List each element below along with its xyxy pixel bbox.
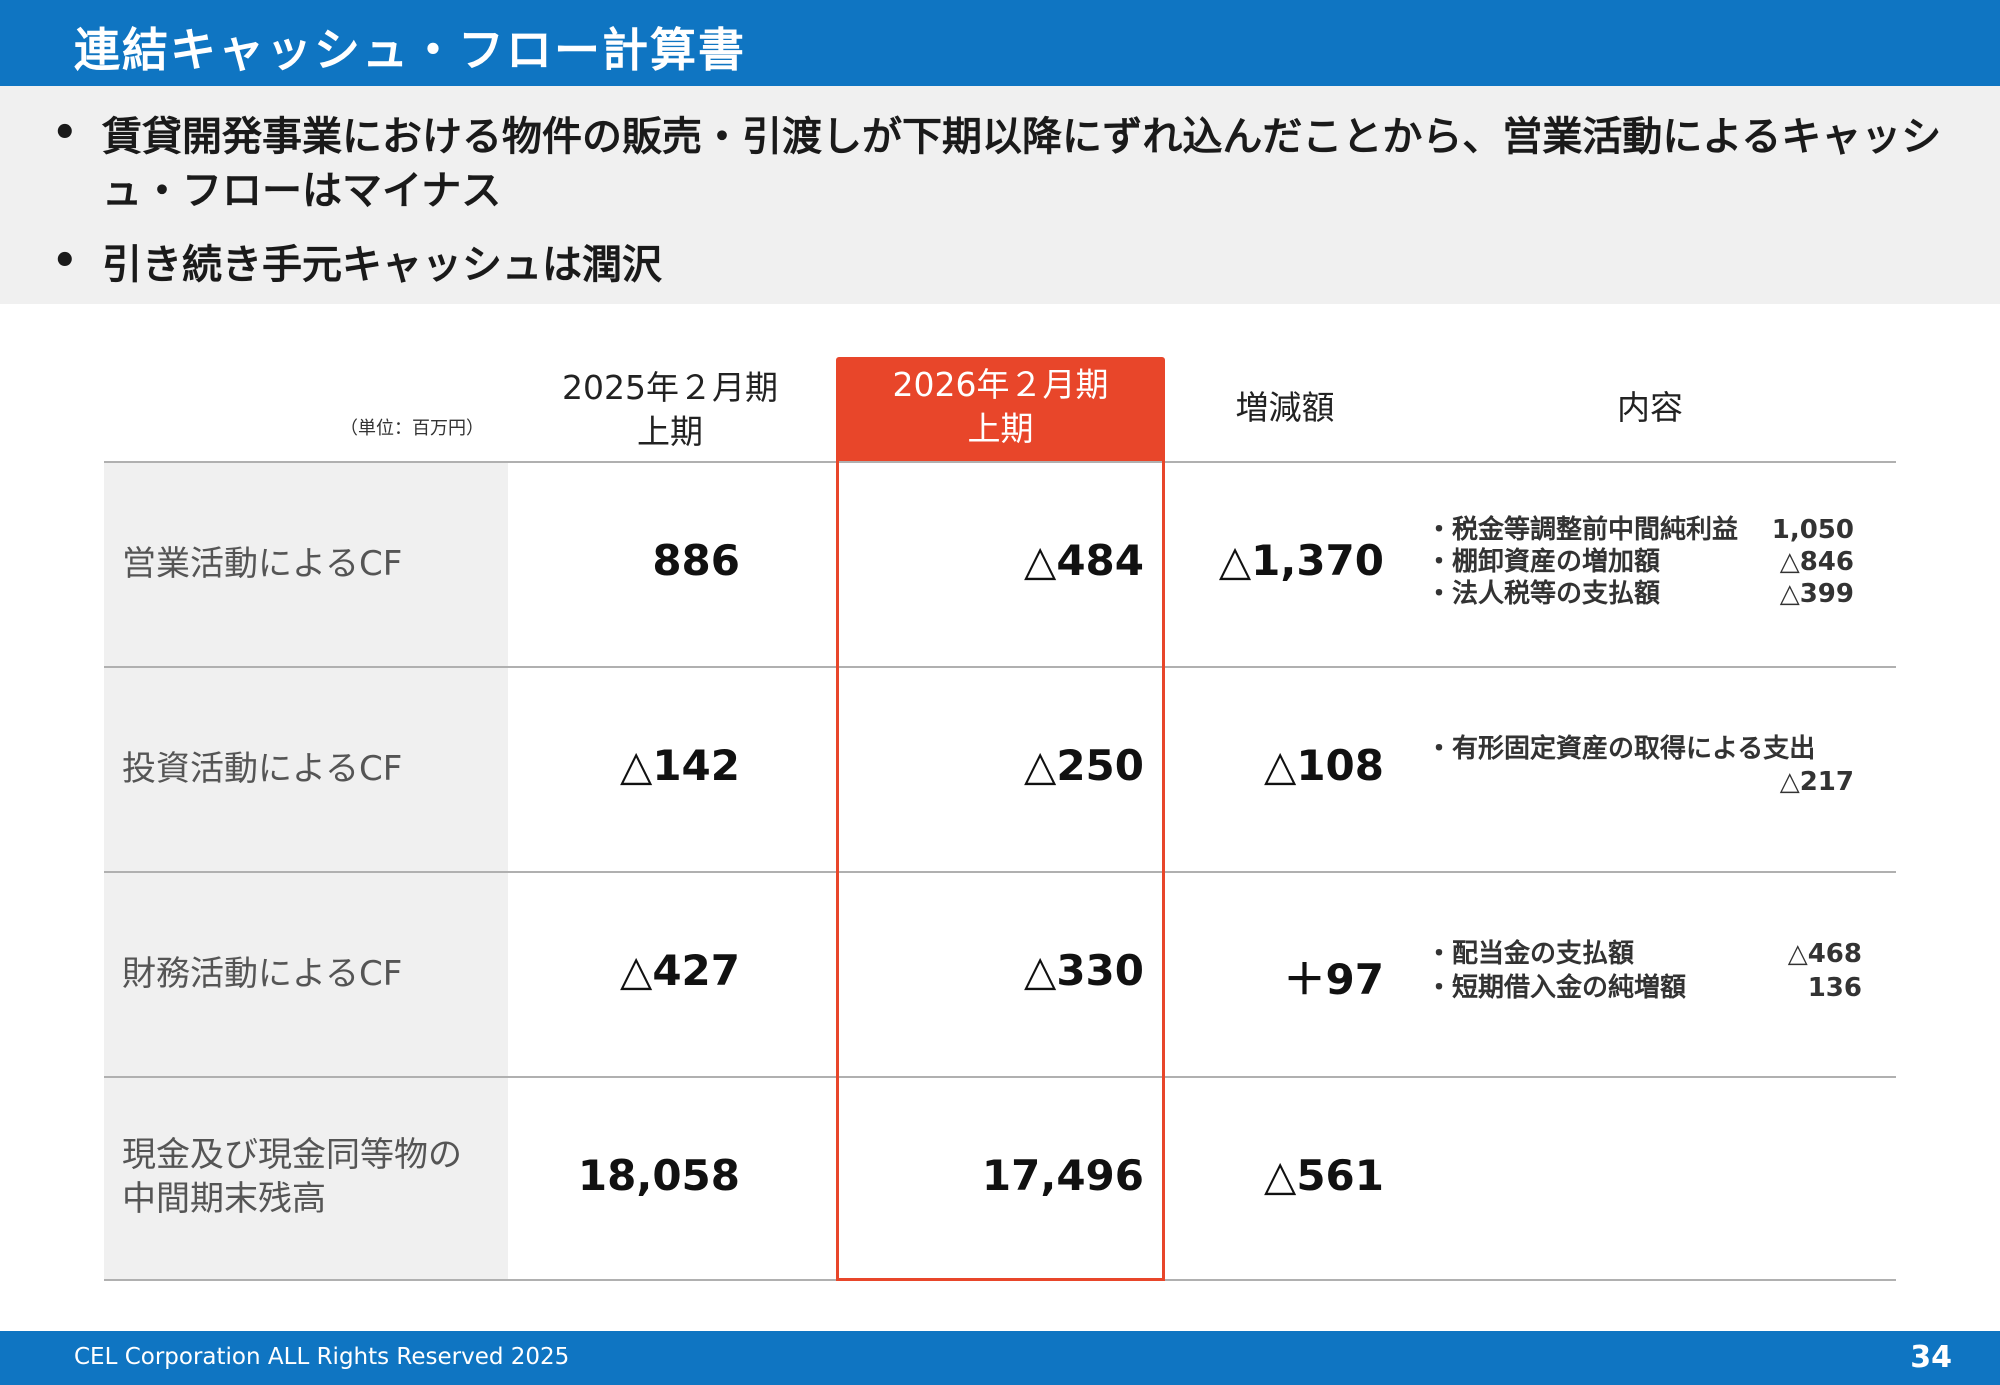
value-curr: △330	[1024, 946, 1144, 995]
page-number: 34	[1910, 1340, 1952, 1375]
summary-band	[0, 86, 2000, 304]
bullet-dot: •	[52, 110, 78, 156]
header-curr-line1: 2026年２月期	[892, 365, 1109, 404]
row-label: 中間期末残高	[122, 1179, 326, 1219]
value-prev: △142	[620, 741, 740, 790]
detail-line: ・棚卸資産の増加額 △846	[1426, 546, 1854, 579]
value-change: △561	[1264, 1151, 1384, 1200]
detail-line: ・配当金の支払額 △468	[1426, 938, 1862, 971]
unit-label: （単位：百万円）	[340, 418, 484, 439]
row-label-band	[104, 1078, 508, 1279]
header-curr-text: 2026年２月期 上期	[836, 363, 1165, 451]
detail-text: ・配当金の支払額	[1426, 939, 1635, 969]
detail-value: 1,050	[1771, 515, 1854, 545]
value-curr: △250	[1024, 741, 1144, 790]
title-bar: 連結キャッシュ・フロー計算書	[0, 0, 2000, 86]
value-prev: △427	[620, 946, 740, 995]
detail-text: ・短期借入金の純増額	[1426, 973, 1687, 1003]
row-label-band	[104, 668, 508, 871]
value-prev: 886	[652, 536, 740, 585]
detail-line: ・有形固定資産の取得による支出	[1426, 733, 1815, 766]
value-change: △108	[1264, 741, 1384, 790]
value-prev: 18,058	[577, 1151, 740, 1200]
header-prev-line1: 2025年２月期	[562, 368, 778, 407]
summary-bullet-text: 賃貸開発事業における物件の販売・引渡しが下期以降にずれ込んだことから、営業活動に…	[102, 114, 1942, 214]
detail-value: △846	[1779, 547, 1854, 577]
value-curr: △484	[1024, 536, 1144, 585]
row-label: 財務活動によるCF	[122, 954, 403, 994]
current-period-highlight	[836, 461, 1165, 1281]
header-change: 増減額	[1235, 388, 1335, 427]
value-change: ＋97	[1283, 955, 1384, 1004]
row-label: 投資活動によるCF	[122, 749, 403, 789]
table-rule	[104, 871, 1896, 873]
header-content: 内容	[1617, 388, 1683, 427]
row-label: 現金及び現金同等物の	[122, 1135, 462, 1175]
detail-text: ・有形固定資産の取得による支出	[1426, 734, 1816, 764]
detail-line: △217	[1426, 766, 1854, 799]
row-label-band	[104, 873, 508, 1076]
header-prev-period: 2025年２月期 上期	[520, 366, 820, 454]
footer-bar: CEL Corporation ALL Rights Reserved 2025…	[0, 1331, 2000, 1385]
detail-line: ・法人税等の支払額 △399	[1426, 578, 1854, 611]
value-change: △1,370	[1218, 536, 1384, 585]
detail-value: △468	[1787, 939, 1862, 969]
summary-bullet-text: 引き続き手元キャッシュは潤沢	[102, 242, 662, 288]
table-rule	[104, 461, 1896, 463]
copyright-text: CEL Corporation ALL Rights Reserved 2025	[74, 1344, 570, 1370]
bullet-dot: •	[52, 238, 78, 284]
header-curr-period: 2026年２月期 上期	[836, 357, 1165, 461]
header-prev-line2: 上期	[637, 412, 703, 451]
page-title: 連結キャッシュ・フロー計算書	[74, 23, 746, 77]
detail-line: ・税金等調整前中間純利益 1,050	[1426, 514, 1854, 547]
value-curr: 17,496	[981, 1151, 1144, 1200]
row-label: 営業活動によるCF	[122, 544, 403, 584]
table-rule	[104, 666, 1896, 668]
table-rule	[104, 1076, 1896, 1078]
detail-value: △399	[1779, 579, 1854, 609]
header-curr-line2: 上期	[967, 409, 1034, 448]
detail-value: △217	[1779, 767, 1854, 797]
detail-text: ・税金等調整前中間純利益	[1426, 515, 1739, 545]
detail-value: 136	[1807, 973, 1862, 1003]
row-label-band	[104, 463, 508, 666]
detail-text: ・棚卸資産の増加額	[1426, 547, 1661, 577]
detail-text: ・法人税等の支払額	[1426, 579, 1661, 609]
detail-line: ・短期借入金の純増額 136	[1426, 972, 1862, 1005]
